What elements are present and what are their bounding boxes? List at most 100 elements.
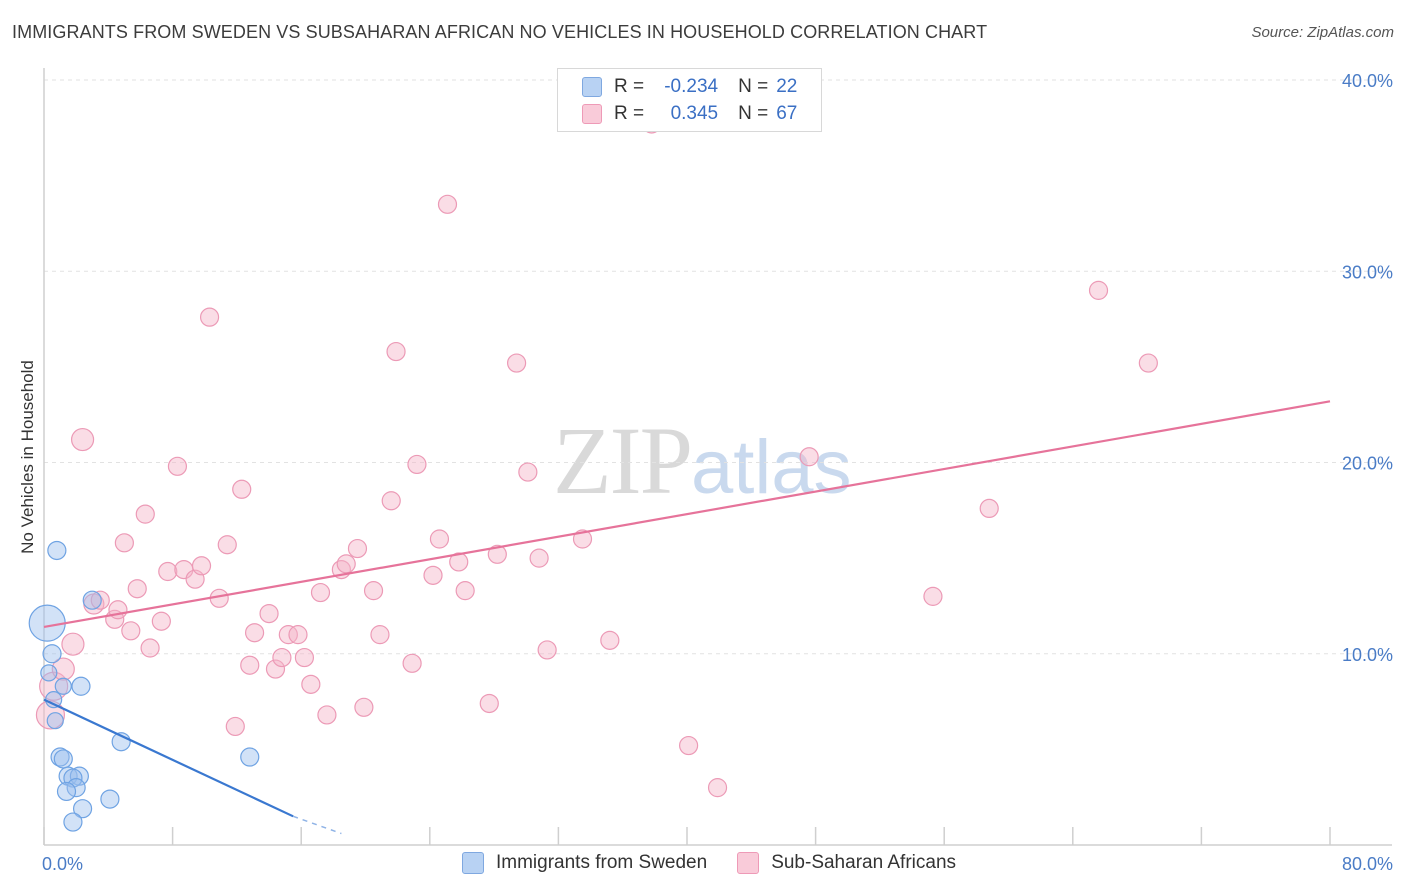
- data-point-sub-saharan: [923, 586, 943, 606]
- legend-item-sweden: Immigrants from Sweden: [462, 852, 707, 874]
- x-tick-label: 0.0%: [42, 854, 83, 874]
- data-point-sub-saharan: [336, 554, 356, 574]
- data-point-sweden: [63, 812, 83, 832]
- data-point-sub-saharan: [265, 659, 286, 679]
- data-point-sub-saharan: [70, 427, 95, 452]
- watermark-zip: ZIP: [553, 407, 693, 514]
- data-point-sub-saharan: [217, 535, 237, 555]
- data-point-sweden: [42, 644, 62, 664]
- data-point-sub-saharan: [370, 625, 390, 645]
- data-point-sub-saharan: [429, 529, 450, 549]
- source-label: Source: ZipAtlas.com: [1251, 24, 1394, 41]
- data-point-sub-saharan: [407, 454, 427, 475]
- data-point-sub-saharan: [354, 697, 374, 717]
- data-point-sweden: [72, 799, 93, 819]
- data-point-sub-saharan: [294, 647, 315, 668]
- watermark: ZIPatlas: [553, 405, 852, 516]
- series-immigrants-from-sweden: [28, 540, 260, 832]
- legend-label-sweden: Immigrants from Sweden: [496, 852, 708, 873]
- data-point-sub-saharan: [1138, 353, 1158, 373]
- data-point-sub-saharan: [288, 625, 308, 645]
- data-point-sub-saharan: [232, 479, 252, 499]
- trend-line-sweden-extension: [292, 815, 342, 835]
- data-point-sub-saharan: [310, 582, 331, 603]
- data-point-sub-saharan: [600, 630, 620, 650]
- data-point-sub-saharan: [487, 544, 507, 564]
- legend-label-africans: Sub-Saharan Africans: [771, 852, 957, 873]
- data-point-sub-saharan: [679, 735, 699, 756]
- data-point-sweden: [50, 747, 70, 767]
- data-point-sub-saharan: [507, 353, 527, 373]
- data-point-sub-saharan: [114, 533, 134, 553]
- data-point-sub-saharan: [158, 561, 178, 582]
- series-legend: Immigrants from Sweden Sub-Saharan Afric…: [462, 852, 986, 874]
- legend-r-value: 0.345: [670, 103, 719, 124]
- data-point-sub-saharan: [191, 556, 212, 576]
- legend-n-label: N =: [738, 103, 769, 124]
- data-point-sub-saharan: [61, 632, 85, 656]
- x-tick-label: 80.0%: [1342, 854, 1393, 874]
- tick-labels: 10.0% 20.0% 30.0% 40.0% 0.0% 80.0%: [42, 71, 1393, 874]
- data-point-sub-saharan: [199, 307, 220, 327]
- data-point-sub-saharan: [51, 657, 75, 681]
- data-point-sub-saharan: [402, 653, 422, 673]
- legend-n-value: 67: [776, 103, 798, 124]
- data-point-sub-saharan: [140, 638, 160, 658]
- data-point-sweden: [46, 712, 64, 730]
- trend-line-sweden: [43, 698, 294, 818]
- data-point-sweden: [100, 789, 120, 809]
- data-point-sub-saharan: [799, 447, 819, 467]
- data-point-sub-saharan: [537, 640, 557, 660]
- data-point-sub-saharan: [225, 716, 245, 737]
- data-point-sub-saharan: [363, 581, 384, 601]
- data-point-sub-saharan: [272, 647, 292, 668]
- data-point-sub-saharan: [121, 621, 141, 641]
- legend-r-label: R =: [614, 76, 645, 97]
- y-tick-label: 20.0%: [1342, 454, 1393, 474]
- chart-title: IMMIGRANTS FROM SWEDEN VS SUBSAHARAN AFR…: [12, 22, 988, 42]
- data-point-sub-saharan: [479, 693, 499, 714]
- data-point-sub-saharan: [167, 456, 188, 476]
- data-point-sweden: [53, 749, 73, 769]
- data-point-sweden: [82, 590, 102, 610]
- axes: [43, 68, 1392, 846]
- data-point-sub-saharan: [707, 778, 728, 798]
- data-point-sweden: [56, 781, 77, 802]
- legend-row-africans: R = 0.345 N = 67: [582, 101, 797, 127]
- data-point-sub-saharan: [449, 552, 469, 572]
- correlation-legend: R = -0.234 N = 22 R = 0.345 N = 67: [557, 68, 822, 132]
- grid-lines: [44, 79, 1392, 655]
- legend-swatch-sweden: [582, 77, 602, 97]
- legend-row-sweden: R = -0.234 N = 22: [582, 74, 797, 100]
- data-point-sub-saharan: [1088, 280, 1109, 300]
- data-point-sweden: [66, 778, 86, 798]
- data-point-sweden: [47, 540, 67, 561]
- data-point-sub-saharan: [259, 603, 279, 624]
- data-point-sub-saharan: [386, 341, 406, 362]
- data-point-sub-saharan: [301, 674, 321, 694]
- legend-n-value: 22: [776, 76, 798, 97]
- data-point-sub-saharan: [278, 625, 298, 645]
- legend-r-label: R =: [614, 103, 645, 124]
- data-point-sub-saharan: [518, 462, 538, 482]
- trend-line-sub-saharan: [43, 400, 1331, 629]
- data-point-sub-saharan: [423, 565, 443, 585]
- data-point-sub-saharan: [572, 529, 593, 549]
- legend-r-value: -0.234: [664, 76, 719, 97]
- data-point-sub-saharan: [979, 498, 999, 518]
- y-tick-label: 40.0%: [1342, 71, 1393, 91]
- trend-lines: [43, 400, 1331, 835]
- data-point-sub-saharan: [529, 548, 549, 568]
- data-point-sub-saharan: [135, 504, 155, 524]
- data-point-sweden: [71, 676, 91, 696]
- data-point-sub-saharan: [317, 705, 337, 725]
- legend-n-label: N =: [738, 76, 769, 97]
- data-point-sweden: [240, 747, 260, 767]
- data-point-sub-saharan: [244, 623, 265, 643]
- data-point-sub-saharan: [151, 611, 171, 631]
- data-point-sub-saharan: [240, 655, 260, 675]
- y-tick-label: 10.0%: [1342, 645, 1393, 665]
- data-point-sweden: [40, 664, 58, 682]
- legend-swatch-sweden: [462, 852, 484, 874]
